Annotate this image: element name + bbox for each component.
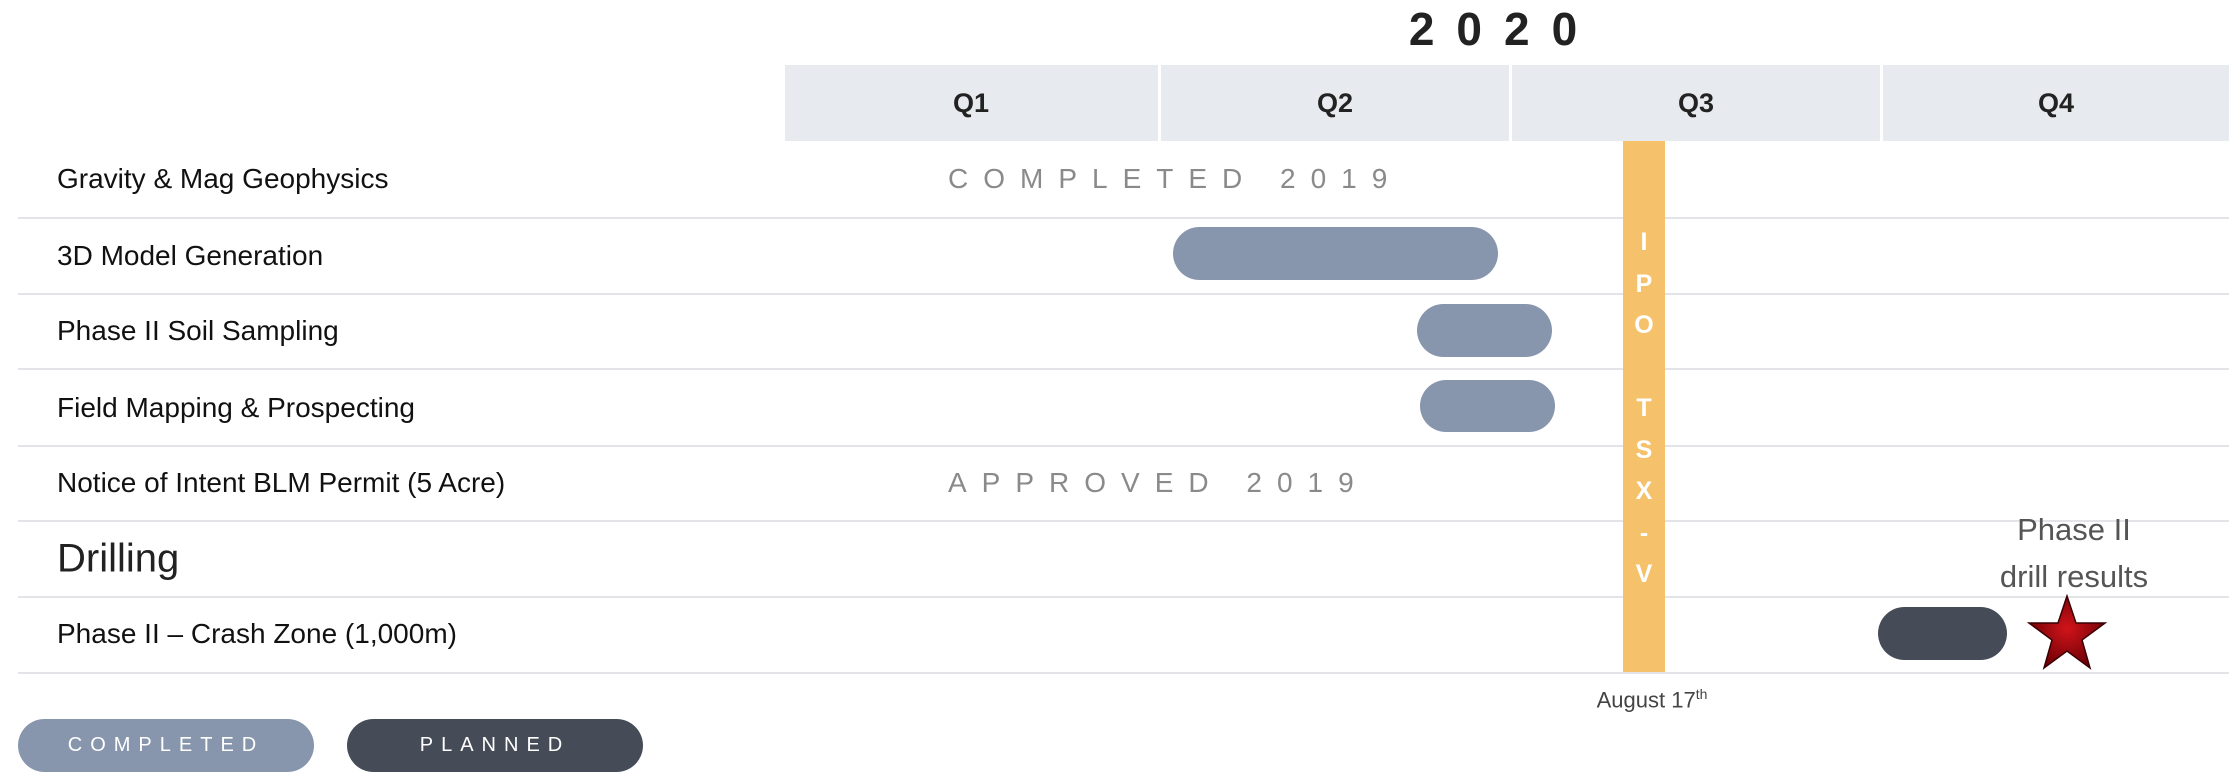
quarter-divider — [1158, 65, 1161, 141]
star — [2027, 594, 2107, 670]
milestone-letter: X — [1635, 477, 1653, 505]
quarter-divider — [1880, 65, 1883, 141]
milestone-letter: P — [1635, 269, 1653, 298]
row-divider — [18, 672, 2229, 674]
quarter-label: Q1 — [952, 88, 990, 118]
row-label: Field Mapping & Prospecting — [57, 392, 415, 423]
milestone-letter: - — [1639, 518, 1649, 547]
completed-bar — [1417, 304, 1552, 357]
row-divider — [18, 293, 2229, 295]
milestone-letter: T — [1636, 394, 1652, 422]
star-shape — [2027, 594, 2107, 670]
quarter-divider — [1509, 65, 1512, 141]
legend-completed: COMPLETED — [18, 719, 314, 772]
row-label: Phase II Soil Sampling — [57, 315, 339, 346]
milestone-date: August 17th — [1552, 686, 1752, 713]
quarter-label: Q3 — [1677, 88, 1715, 118]
row-divider — [18, 596, 2229, 598]
quarter-label: Q2 — [1316, 88, 1354, 118]
completed-bar — [1420, 380, 1555, 432]
row-note: APPROVED 2019 — [948, 467, 1369, 498]
year-title: 2020 — [1408, 3, 1600, 55]
row-divider — [18, 520, 2229, 522]
milestone-letter: O — [1634, 311, 1654, 339]
row-label: Drilling — [57, 536, 180, 581]
annotation-line: drill results — [1999, 559, 2149, 594]
annotation-line: Phase II — [2017, 512, 2131, 547]
legend-planned: PLANNED — [347, 719, 643, 772]
row-label: Phase II – Crash Zone (1,000m) — [57, 618, 457, 649]
row-label: Gravity & Mag Geophysics — [57, 163, 389, 194]
date-text: August 17 — [1596, 687, 1696, 713]
date-suffix: th — [1695, 686, 1708, 702]
row-divider — [18, 368, 2229, 370]
milestone-column — [1623, 141, 1665, 672]
row-divider — [18, 445, 2229, 447]
milestone-letter: I — [1640, 228, 1648, 256]
milestone-letter: V — [1635, 560, 1653, 588]
row-divider — [18, 217, 2229, 219]
planned-bar — [1878, 607, 2007, 660]
quarter-label: Q4 — [2037, 88, 2075, 118]
row-note: COMPLETED 2019 — [948, 163, 1403, 194]
milestone-letter: S — [1635, 435, 1653, 464]
row-label: 3D Model Generation — [57, 240, 324, 271]
row-label: Notice of Intent BLM Permit (5 Acre) — [57, 467, 506, 498]
completed-bar — [1173, 227, 1498, 280]
quarter-header — [785, 65, 2229, 141]
